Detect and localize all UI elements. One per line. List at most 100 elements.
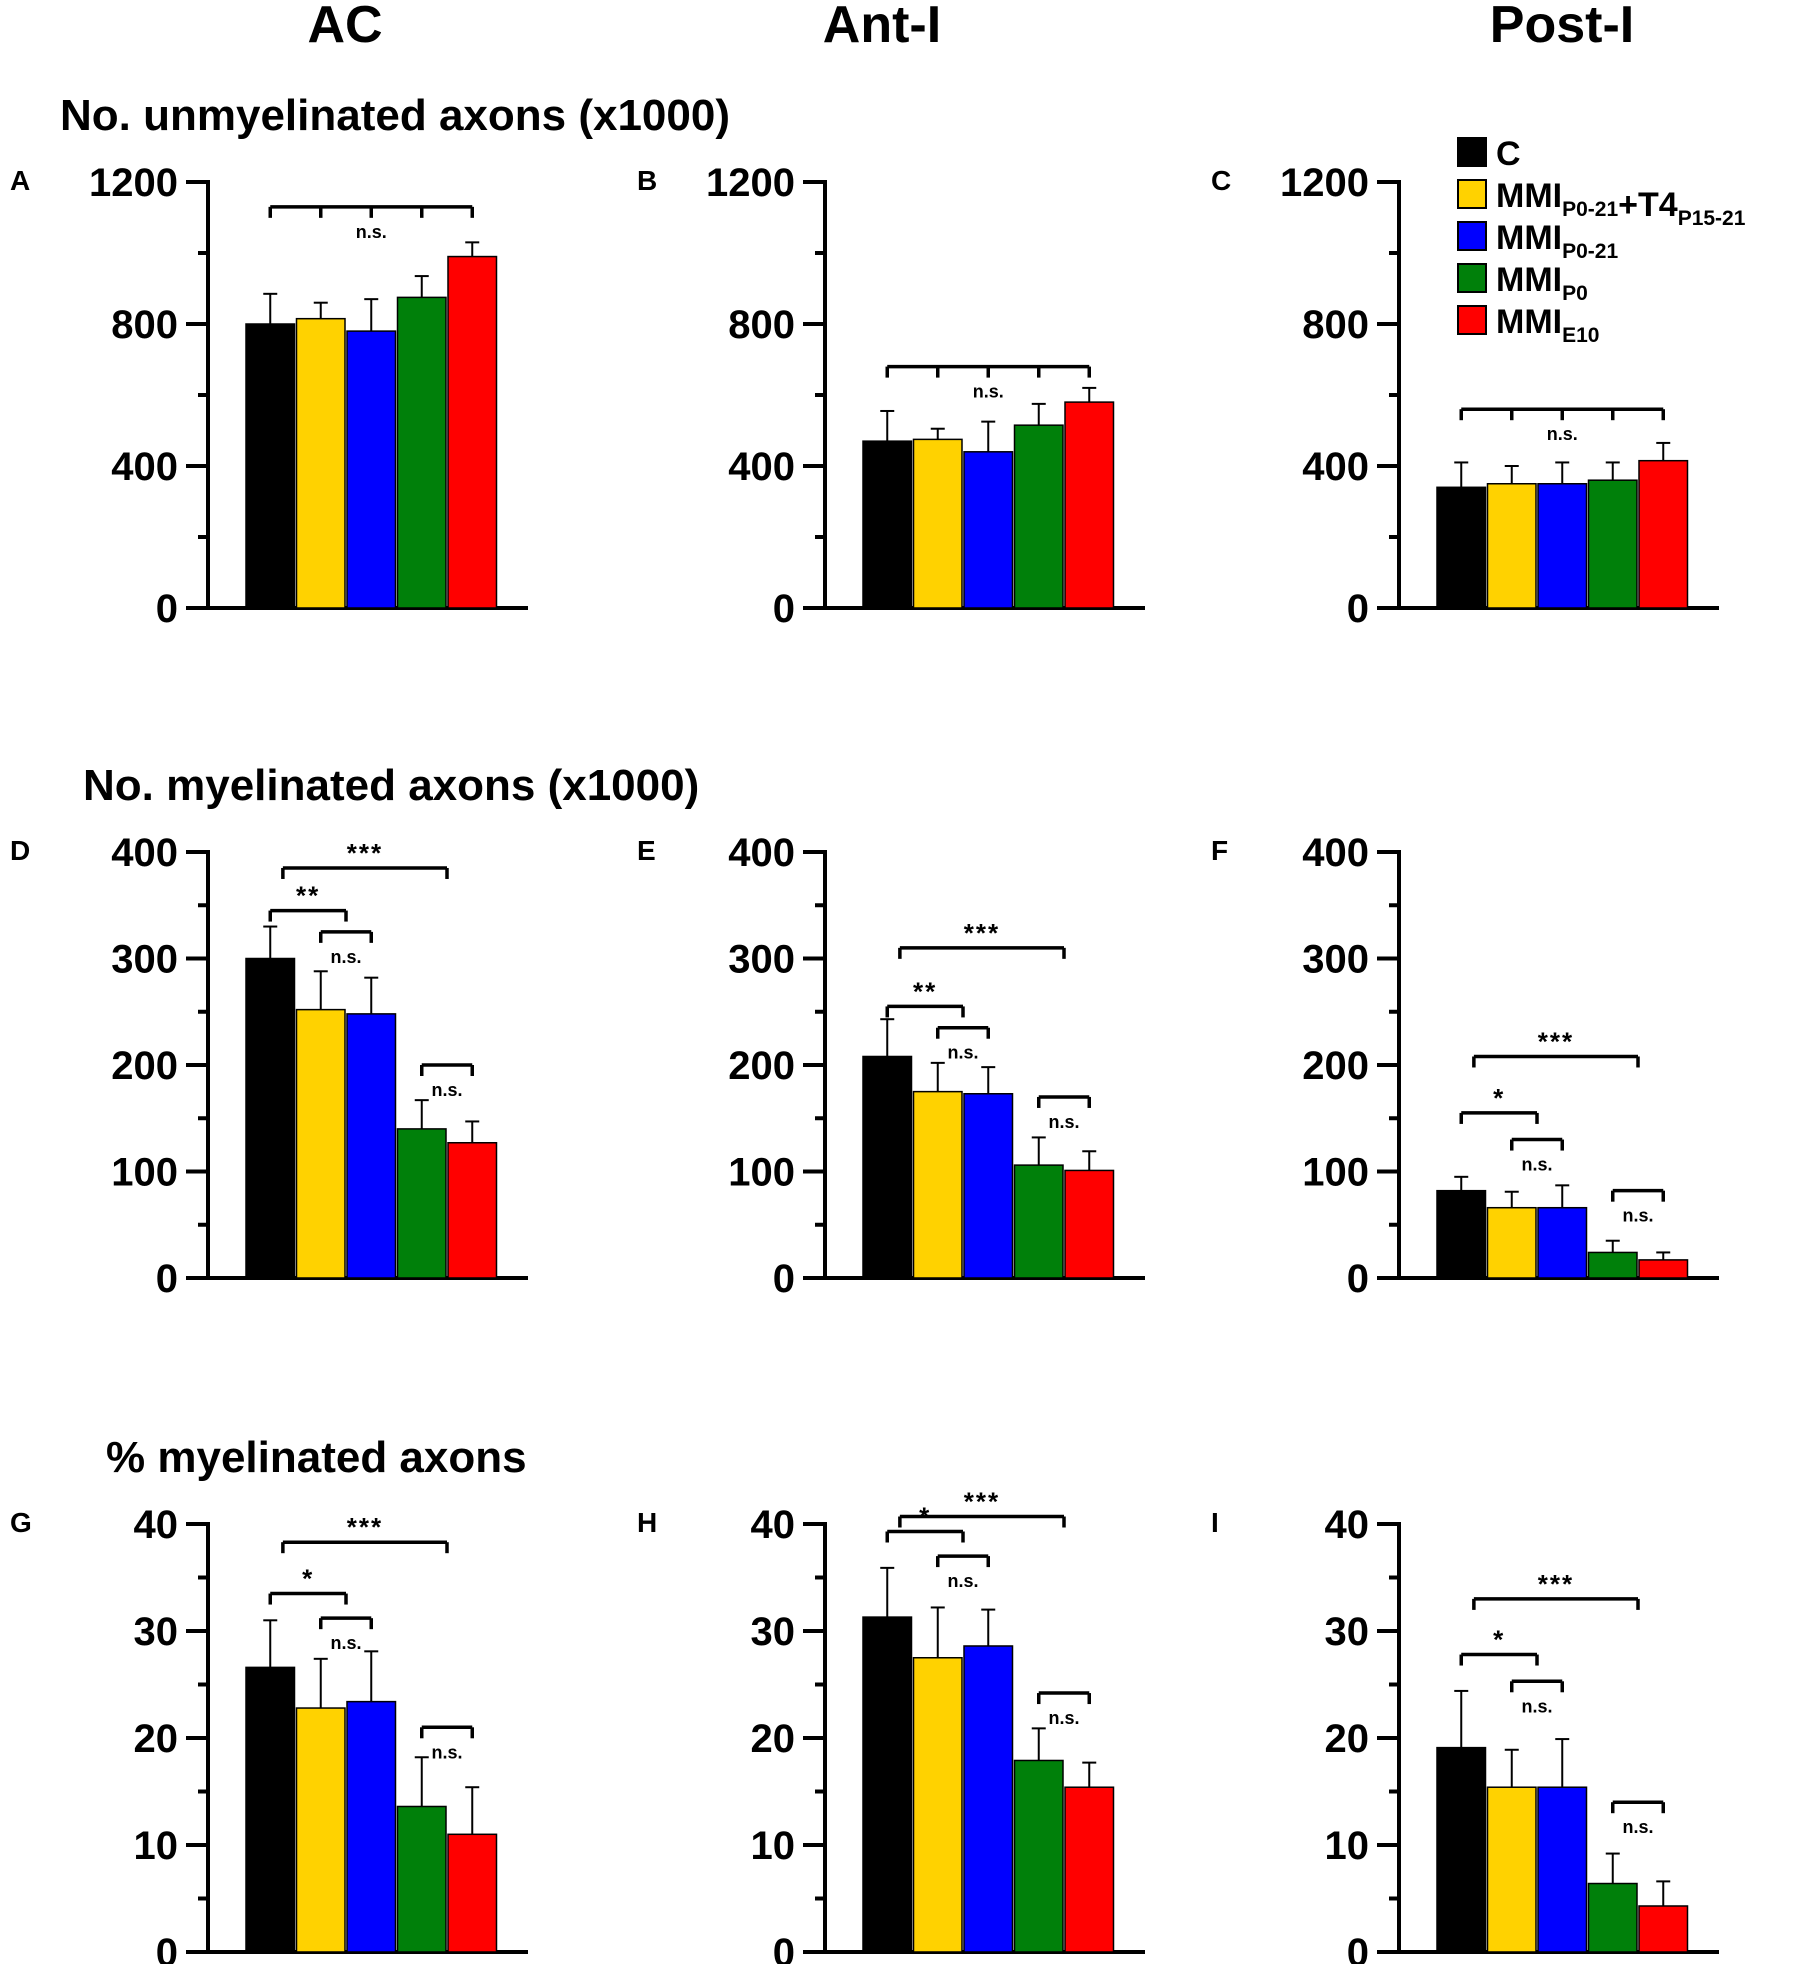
panel-A: A 0 400 800 1200 n.s. [10,161,528,631]
y-tick-label: 30 [751,1610,796,1654]
bar-D-2 [295,1008,346,1279]
bar-H-4 [1013,1759,1064,1953]
row-title-3: % myelinated axons [106,1433,527,1482]
panel-B: B 0 400 800 1200 n.s. [637,161,1145,631]
bar-D-4 [396,1128,447,1279]
y-tick-label: 40 [751,1503,796,1547]
bar-E-5 [1064,1169,1115,1279]
bar-H-3 [963,1645,1014,1953]
column-header-post-i: Post-I [1490,0,1634,54]
bar-C-4 [1587,479,1638,609]
legend-swatch [1457,179,1487,209]
y-tick-label: 200 [1302,1044,1369,1088]
bar-H-5 [1064,1786,1115,1953]
sig-label-ns: n.s. [431,1080,462,1100]
sig-label-ns: n.s. [1048,1112,1079,1132]
bar-H-1 [862,1616,913,1953]
bar-G-4 [396,1805,447,1953]
bar-B-5 [1064,401,1115,609]
legend-item-1: C [1457,135,1521,173]
bar-B-2 [912,438,963,609]
y-tick-label: 40 [1325,1503,1370,1547]
column-headers: AC Ant-I Post-I [307,0,1634,54]
y-tick-label: 0 [156,1257,178,1301]
legend-swatch [1457,137,1487,167]
y-tick-label: 400 [1302,445,1369,489]
bar-D-3 [346,1013,397,1279]
y-tick-label: 200 [111,1044,178,1088]
bar-I-4 [1587,1882,1638,1953]
bar-I-2 [1486,1786,1537,1953]
row-title-1: No. unmyelinated axons (x1000) [60,91,730,140]
panel-letter-B: B [637,165,657,196]
legend-swatch [1457,263,1487,293]
y-tick-label: 200 [728,1044,795,1088]
y-tick-label: 100 [1302,1151,1369,1195]
bar-B-3 [963,451,1014,609]
y-tick-label: 0 [773,1257,795,1301]
y-tick-label: 0 [156,587,178,631]
panel-letter-C: C [1211,165,1231,196]
panel-letter-D: D [10,835,30,866]
sig-label-ns: n.s. [431,1742,462,1762]
sig-label-ns: n.s. [1521,1696,1552,1716]
bar-E-4 [1013,1164,1064,1279]
y-tick-label: 1200 [706,161,795,205]
legend-label: MMIE10 [1496,303,1599,347]
y-tick-label: 1200 [1280,161,1369,205]
sig-label-ns: n.s. [330,1633,361,1653]
y-tick-label: 0 [773,587,795,631]
bar-B-4 [1013,424,1064,609]
bar-G-1 [245,1666,296,1953]
legend-item-4: MMIP0 [1457,261,1588,305]
legend-item-5: MMIE10 [1457,303,1599,347]
bar-A-5 [447,255,498,609]
y-tick-label: 800 [111,303,178,347]
sig-label-ns: n.s. [1622,1817,1653,1837]
bar-F-1 [1436,1189,1487,1279]
panels: A04008001200n.s.B04008001200n.s.C0400800… [10,161,1719,1964]
sig-label-ns: n.s. [973,382,1004,402]
bar-C-5 [1638,459,1689,609]
y-tick-label: 300 [111,938,178,982]
sig-label-stars: *** [1538,1026,1574,1056]
bar-I-3 [1537,1786,1588,1953]
y-tick-label: 20 [1325,1717,1370,1761]
y-tick-label: 20 [134,1717,179,1761]
row-titles: No. unmyelinated axons (x1000) No. myelin… [60,91,730,1482]
sig-label-stars: *** [347,838,383,868]
sig-label-ns: n.s. [1521,1155,1552,1175]
sig-label-ns: n.s. [330,947,361,967]
bar-C-1 [1436,486,1487,609]
bar-G-2 [295,1707,346,1953]
column-header-ac: AC [307,0,382,54]
panel-C: C 0 400 800 1200 n.s. [1211,161,1719,631]
sig-label-ns: n.s. [356,222,387,242]
bar-I-5 [1638,1905,1689,1953]
legend-label: MMIP0 [1496,261,1588,305]
y-tick-label: 400 [728,831,795,875]
y-tick-label: 400 [728,445,795,489]
y-tick-label: 10 [1325,1824,1370,1868]
sig-label-stars: *** [347,1512,383,1542]
sig-label-stars: *** [964,1487,1000,1517]
bar-G-5 [447,1833,498,1953]
y-tick-label: 800 [1302,303,1369,347]
panel-letter-E: E [637,835,656,866]
sig-label-ns: n.s. [947,1571,978,1591]
y-tick-label: 30 [134,1610,179,1654]
legend-item-3: MMIP0-21 [1457,219,1618,263]
y-tick-label: 400 [1302,831,1369,875]
sig-label-stars: * [919,1501,931,1531]
y-tick-label: 20 [751,1717,796,1761]
legend-label: MMIP0-21+T4P15-21 [1496,177,1746,230]
bar-E-1 [862,1055,913,1279]
bar-F-2 [1486,1206,1537,1279]
bar-I-1 [1436,1746,1487,1953]
